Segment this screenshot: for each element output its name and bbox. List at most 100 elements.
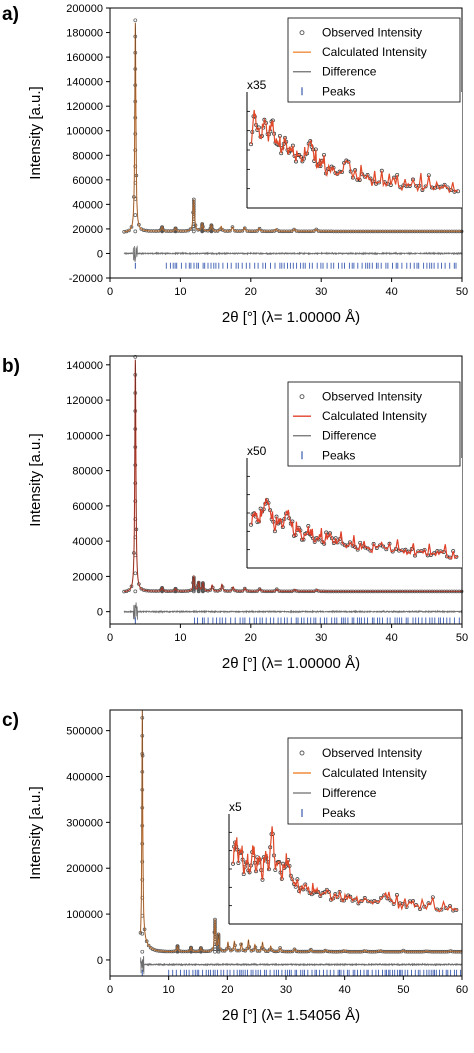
legend-entry: Observed Intensity xyxy=(322,26,422,40)
y-tick-label: 140000 xyxy=(66,360,103,372)
x-tick-label: 50 xyxy=(456,632,468,644)
observed-point xyxy=(191,229,196,234)
legend-entry: Calculated Intensity xyxy=(322,766,427,780)
legend-box xyxy=(287,737,463,825)
x-tick-label: 60 xyxy=(456,984,468,996)
observed-point xyxy=(133,148,138,153)
inset-observed-point xyxy=(456,189,460,194)
x-tick-label: 20 xyxy=(245,286,257,298)
observed-point xyxy=(133,571,138,576)
observed-point xyxy=(216,949,221,954)
x-tick-label: 50 xyxy=(397,984,409,996)
observed-point xyxy=(140,931,145,936)
observed-point xyxy=(140,841,145,846)
inset-calculated-curve xyxy=(250,497,459,560)
legend: Observed Intensity Calculated Intensity Di… xyxy=(287,381,461,467)
x-tick-label: 10 xyxy=(174,632,186,644)
legend-entry: Observed Intensity xyxy=(322,390,422,404)
y-axis-title: Intensity [a.u.] xyxy=(27,86,44,179)
inset-observed-point xyxy=(398,185,403,190)
inset-observed-point xyxy=(362,896,367,900)
observed-point xyxy=(140,949,145,954)
y-axis-title: Intensity [a.u.] xyxy=(27,786,44,879)
inset-observed-point xyxy=(326,890,331,894)
x-tick-label: 10 xyxy=(163,984,175,996)
x-tick-label: 0 xyxy=(107,632,113,644)
observed-point xyxy=(173,226,178,231)
y-tick-label: 60000 xyxy=(72,501,103,513)
legend-marker-observed xyxy=(299,394,305,400)
chart-panel-3: c) 0 100000 200000 300000 400000 500000 0 10 20 30… xyxy=(2,709,468,1024)
observed-point xyxy=(274,587,279,591)
observed-point xyxy=(191,214,196,219)
observed-point xyxy=(133,132,138,136)
inset-scale-label: x50 xyxy=(247,444,267,458)
legend-entry: Peaks xyxy=(322,448,355,462)
y-tick-label: 180000 xyxy=(66,28,103,40)
observed-point xyxy=(314,227,319,232)
y-tick-label: 400000 xyxy=(66,772,103,784)
x-tick-label: 10 xyxy=(174,286,186,298)
inset-observed-point xyxy=(249,522,253,527)
y-tick-label: 200000 xyxy=(66,3,103,15)
x-axis-title: 2θ [°] (λ= 1.00000 Å) xyxy=(222,655,360,672)
y-tick-label: 0 xyxy=(97,248,103,260)
y-tick-label: 100000 xyxy=(66,126,103,138)
observed-point xyxy=(191,212,196,217)
inset-scale-label: x5 xyxy=(229,800,242,814)
y-axis-title: Intensity [a.u.] xyxy=(27,433,44,526)
x-tick-label: 20 xyxy=(245,632,257,644)
observed-point xyxy=(309,947,313,952)
difference-curve xyxy=(123,245,463,262)
observed-point xyxy=(133,481,138,486)
observed-point xyxy=(230,225,235,229)
peaks-series xyxy=(134,262,457,269)
y-tick-label: 200000 xyxy=(66,863,103,875)
observed-point xyxy=(257,587,262,591)
y-tick-label: 0 xyxy=(97,955,103,967)
y-tick-label: 80000 xyxy=(72,466,103,478)
x-tick-label: 30 xyxy=(315,632,327,644)
legend-marker-observed xyxy=(299,750,305,756)
chart-panel-2: b) 0 20000 40000 60000 80000 100000 120000 14000… xyxy=(2,355,468,672)
y-tick-label: 160000 xyxy=(66,52,103,64)
observed-point xyxy=(292,227,296,232)
inset-calculated-curve xyxy=(250,109,459,194)
x-axis-title: 2θ [°] (λ= 1.00000 Å) xyxy=(222,309,360,326)
y-tick-label: 20000 xyxy=(72,571,103,583)
inset-observed-point xyxy=(303,882,308,887)
chart-panel-1: a) -20000 0 20000 40000 60000 80000 100000 12000… xyxy=(2,3,468,326)
observed-point xyxy=(146,943,151,948)
x-tick-label: 20 xyxy=(221,984,233,996)
zoom-inset: x50 xyxy=(246,444,462,569)
difference-curve xyxy=(123,602,463,621)
observed-point xyxy=(213,949,217,954)
x-tick-label: 30 xyxy=(280,984,292,996)
inset-scale-label: x35 xyxy=(247,78,267,92)
difference-curve xyxy=(140,955,463,975)
observed-point xyxy=(133,229,138,234)
inset-observed-point xyxy=(407,184,412,188)
legend-entry: Peaks xyxy=(322,84,355,98)
x-tick-label: 0 xyxy=(107,984,113,996)
y-tick-label: 40000 xyxy=(72,199,103,211)
observed-point xyxy=(292,947,297,952)
inset-observed-point xyxy=(308,139,313,144)
y-tick-label: 0 xyxy=(97,607,103,619)
observed-point xyxy=(191,209,196,214)
observed-point xyxy=(127,228,131,233)
inset-observed-point xyxy=(342,543,347,548)
legend: Observed Intensity Calculated Intensity Di… xyxy=(287,737,463,825)
panel-letter: a) xyxy=(2,4,19,25)
observed-point xyxy=(140,877,145,882)
legend-entry: Peaks xyxy=(322,806,355,820)
y-tick-label: 100000 xyxy=(66,430,103,442)
observed-point xyxy=(213,932,217,937)
y-tick-label: 100000 xyxy=(66,909,103,921)
observed-baseline-band xyxy=(124,22,462,233)
y-tick-label: -20000 xyxy=(69,273,103,285)
observed-baseline-band xyxy=(124,359,462,592)
panel-letter: b) xyxy=(2,356,20,377)
observed-point xyxy=(133,213,138,217)
